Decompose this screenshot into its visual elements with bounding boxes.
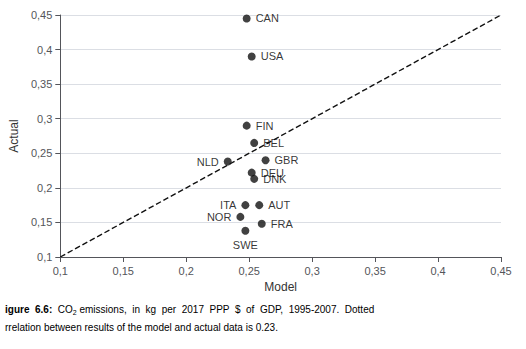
svg-text:0,3: 0,3 [37,113,52,125]
svg-text:rrelation between results of t: rrelation between results of the model a… [5,322,278,333]
svg-text:0,45: 0,45 [490,265,511,277]
svg-text:emissions, in kg per 2017: emissions, in kg per 2017 PPP $ of GDP, … [77,304,375,315]
svg-text:0,35: 0,35 [31,78,52,90]
svg-text:Actual: Actual [7,119,21,152]
svg-text:SWE: SWE [233,239,258,251]
svg-text:0,15: 0,15 [113,265,134,277]
svg-text:0,25: 0,25 [238,265,259,277]
svg-text:NLD: NLD [197,156,219,168]
svg-text:CO: CO [58,304,73,315]
svg-text:Model: Model [264,280,297,294]
svg-text:igure 6.6:: igure 6.6: [5,304,52,315]
svg-text:0,15: 0,15 [31,216,52,228]
svg-text:0,3: 0,3 [304,265,319,277]
svg-text:0,1: 0,1 [37,251,52,263]
svg-text:0,25: 0,25 [31,147,52,159]
svg-text:0,35: 0,35 [364,265,385,277]
svg-text:2: 2 [72,308,77,316]
svg-text:0,45: 0,45 [31,9,52,21]
svg-text:DNK: DNK [263,173,287,185]
svg-text:CAN: CAN [256,12,279,24]
svg-text:0,4: 0,4 [430,265,445,277]
svg-text:GBR: GBR [275,154,299,166]
svg-text:0,1: 0,1 [53,265,68,277]
svg-text:0,2: 0,2 [37,182,52,194]
svg-text:ITA: ITA [220,199,237,211]
svg-text:0,2: 0,2 [179,265,194,277]
svg-text:0,4: 0,4 [37,44,52,56]
svg-text:AUT: AUT [268,199,290,211]
svg-text:USA: USA [261,50,284,62]
svg-text:NOR: NOR [207,211,232,223]
svg-text:FRA: FRA [271,218,294,230]
svg-text:FIN: FIN [256,120,274,132]
svg-text:BEL: BEL [263,137,284,149]
